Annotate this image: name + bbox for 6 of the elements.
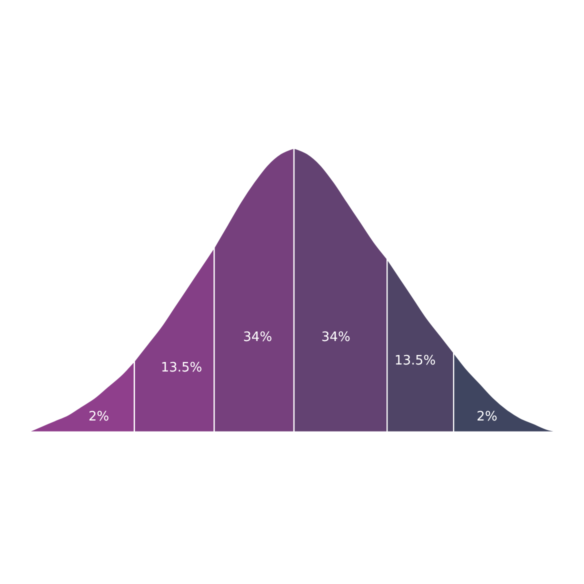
series-label: 2% bbox=[88, 410, 110, 425]
series-label: 13.5% bbox=[394, 353, 436, 368]
series-label: 13.5% bbox=[160, 360, 202, 376]
series-label: 2% bbox=[476, 410, 498, 425]
series-label: 34% bbox=[243, 330, 272, 346]
series-label: 34% bbox=[321, 330, 350, 346]
